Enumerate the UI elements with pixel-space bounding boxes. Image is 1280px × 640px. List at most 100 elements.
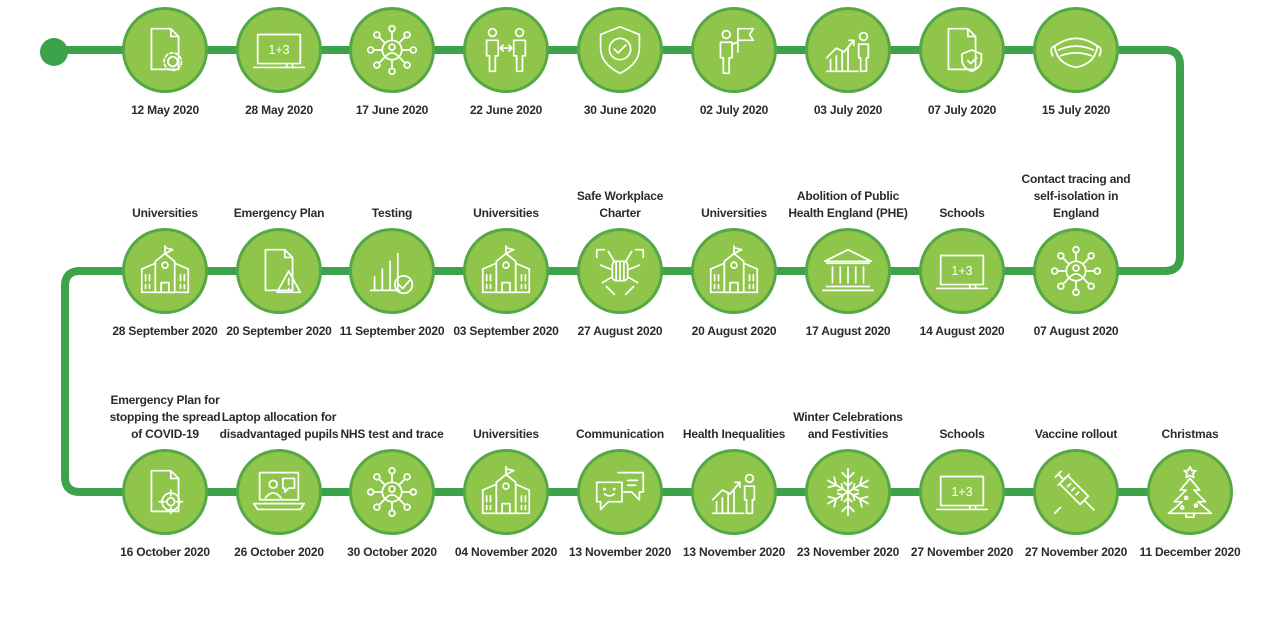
milestone-title: Abolition of Public Health England (PHE) bbox=[788, 189, 908, 220]
milestone-title: Health Inequalities bbox=[682, 427, 786, 441]
network-person-icon bbox=[361, 19, 423, 81]
milestone-node-safe-workplace-charter bbox=[577, 228, 663, 314]
milestone-node-universities bbox=[463, 228, 549, 314]
milestone-node-nhs-test-and-trace bbox=[349, 449, 435, 535]
milestone-node-milestone bbox=[122, 7, 208, 93]
milestone-date: 17 August 2020 bbox=[805, 324, 891, 338]
milestone-date: 11 December 2020 bbox=[1139, 545, 1241, 559]
milestone-node-health-inequalities bbox=[691, 449, 777, 535]
milestone-date: 28 May 2020 bbox=[245, 103, 313, 117]
milestone-node-universities bbox=[691, 228, 777, 314]
milestone-date: 27 November 2020 bbox=[1024, 545, 1128, 559]
milestone-title: Laptop allocation for disadvantaged pupi… bbox=[219, 410, 339, 441]
blackboard-icon: 1+3 bbox=[248, 19, 310, 81]
milestone-node-universities bbox=[463, 449, 549, 535]
blackboard-icon: 1+3 bbox=[931, 461, 993, 523]
svg-text:1+3: 1+3 bbox=[951, 485, 972, 499]
university-icon bbox=[703, 240, 765, 302]
milestone-date: 27 August 2020 bbox=[577, 324, 663, 338]
milestone-date: 07 July 2020 bbox=[927, 103, 997, 117]
milestone-date: 13 November 2020 bbox=[568, 545, 672, 559]
growth-person-icon bbox=[703, 461, 765, 523]
milestone-date: 26 October 2020 bbox=[234, 545, 324, 559]
milestone-date: 07 August 2020 bbox=[1033, 324, 1119, 338]
milestone-date: 20 August 2020 bbox=[691, 324, 777, 338]
milestone-node-abolition-of-public-health-england-phe bbox=[805, 228, 891, 314]
milestone-date: 30 October 2020 bbox=[347, 545, 437, 559]
network-person-icon bbox=[361, 461, 423, 523]
milestone-date: 27 November 2020 bbox=[910, 545, 1014, 559]
milestone-node-winter-celebrations-and-festivities bbox=[805, 449, 891, 535]
milestone-date: 02 July 2020 bbox=[699, 103, 769, 117]
milestone-title: Universities bbox=[473, 427, 539, 441]
document-warning-icon bbox=[248, 240, 310, 302]
milestone-node-contact-tracing-and-self-isolation-in-england bbox=[1033, 228, 1119, 314]
milestone-title: Schools bbox=[939, 427, 985, 441]
milestone-node-milestone: 1+3 bbox=[236, 7, 322, 93]
milestone-node-milestone bbox=[919, 7, 1005, 93]
syringe-icon bbox=[1045, 461, 1107, 523]
hands-together-icon bbox=[589, 240, 651, 302]
milestone-date: 28 September 2020 bbox=[112, 324, 218, 338]
milestone-node-milestone bbox=[349, 7, 435, 93]
document-target-icon bbox=[134, 461, 196, 523]
milestone-title: Schools bbox=[939, 206, 985, 220]
milestone-date: 03 July 2020 bbox=[813, 103, 883, 117]
milestone-date: 12 May 2020 bbox=[131, 103, 199, 117]
milestone-node-christmas bbox=[1147, 449, 1233, 535]
milestone-node-milestone bbox=[577, 7, 663, 93]
shield-check-icon bbox=[589, 19, 651, 81]
milestone-date: 16 October 2020 bbox=[120, 545, 210, 559]
milestone-title: Christmas bbox=[1161, 427, 1219, 441]
milestone-node-emergency-plan bbox=[236, 228, 322, 314]
milestone-node-schools: 1+3 bbox=[919, 228, 1005, 314]
milestone-node-milestone bbox=[463, 7, 549, 93]
milestone-date: 22 June 2020 bbox=[469, 103, 543, 117]
milestone-title: Contact tracing and self-isolation in En… bbox=[1021, 172, 1131, 220]
milestone-node-milestone bbox=[691, 7, 777, 93]
milestone-node-emergency-plan-for-stopping-the-spread-of-covid-19 bbox=[122, 449, 208, 535]
blackboard-icon: 1+3 bbox=[931, 240, 993, 302]
bar-chart-check-icon bbox=[361, 240, 423, 302]
svg-text:1+3: 1+3 bbox=[268, 43, 289, 57]
growth-person-icon bbox=[817, 19, 879, 81]
snowflake-icon bbox=[817, 461, 879, 523]
milestone-date: 15 July 2020 bbox=[1041, 103, 1111, 117]
milestone-date: 23 November 2020 bbox=[796, 545, 900, 559]
laptop-person-icon bbox=[248, 461, 310, 523]
milestone-date: 30 June 2020 bbox=[583, 103, 657, 117]
milestone-title: Universities bbox=[701, 206, 767, 220]
milestone-node-communication bbox=[577, 449, 663, 535]
milestone-title: Vaccine rollout bbox=[1034, 427, 1118, 441]
milestone-title: Emergency Plan bbox=[233, 206, 325, 220]
milestone-node-schools: 1+3 bbox=[919, 449, 1005, 535]
milestone-title: Safe Workplace Charter bbox=[576, 189, 664, 220]
milestone-date: 03 September 2020 bbox=[453, 324, 559, 338]
svg-text:1+3: 1+3 bbox=[951, 264, 972, 278]
milestone-date: 11 September 2020 bbox=[339, 324, 445, 338]
milestone-node-universities bbox=[122, 228, 208, 314]
milestone-date: 20 September 2020 bbox=[226, 324, 332, 338]
milestone-date: 17 June 2020 bbox=[355, 103, 429, 117]
person-flag-icon bbox=[703, 19, 765, 81]
network-person-icon bbox=[1045, 240, 1107, 302]
milestone-node-testing bbox=[349, 228, 435, 314]
milestone-date: 14 August 2020 bbox=[919, 324, 1005, 338]
milestone-title: Winter Celebrations and Festivities bbox=[793, 410, 903, 441]
milestone-date: 13 November 2020 bbox=[682, 545, 786, 559]
chat-bubbles-icon bbox=[589, 461, 651, 523]
government-building-icon bbox=[817, 240, 879, 302]
christmas-tree-icon bbox=[1159, 461, 1221, 523]
university-icon bbox=[134, 240, 196, 302]
university-icon bbox=[475, 461, 537, 523]
milestone-node-laptop-allocation-for-disadvantaged-pupils bbox=[236, 449, 322, 535]
milestone-title: Emergency Plan for stopping the spread o… bbox=[109, 393, 221, 441]
milestone-node-milestone bbox=[1033, 7, 1119, 93]
milestone-title: NHS test and trace bbox=[340, 427, 444, 441]
document-gear-icon bbox=[134, 19, 196, 81]
milestone-title: Universities bbox=[473, 206, 539, 220]
face-mask-icon bbox=[1045, 19, 1107, 81]
milestone-title: Communication bbox=[575, 427, 665, 441]
